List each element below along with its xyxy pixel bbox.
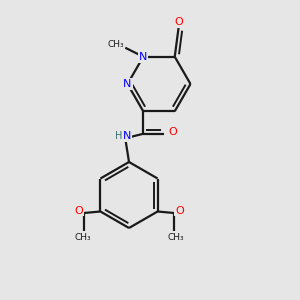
Text: methyl: methyl [118,42,123,43]
Text: O: O [74,206,83,216]
Text: H: H [115,131,122,141]
Text: CH₃: CH₃ [167,233,184,242]
Text: N: N [123,79,132,89]
Text: O: O [175,206,184,216]
Text: CH₃: CH₃ [108,40,124,49]
Text: CH₃: CH₃ [74,233,91,242]
Text: O: O [174,17,183,27]
Text: N: N [123,131,131,141]
Text: methyl: methyl [121,40,126,42]
Text: O: O [169,127,178,137]
Text: N: N [139,52,147,62]
